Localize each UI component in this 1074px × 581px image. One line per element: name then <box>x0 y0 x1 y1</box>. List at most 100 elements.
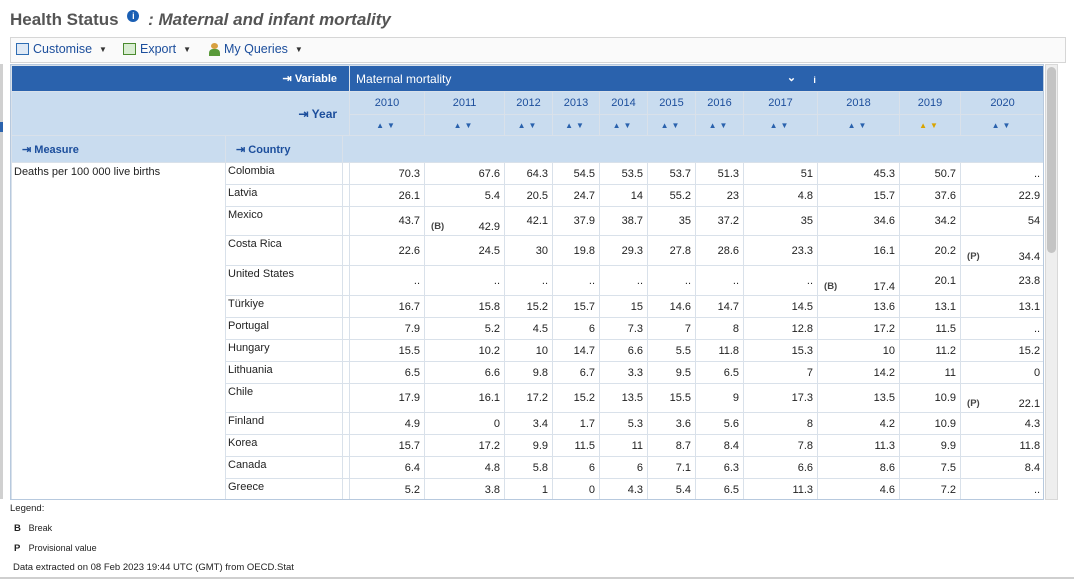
year-column-header[interactable]: 2013 <box>552 91 601 115</box>
value-cell: 14.5 <box>743 295 819 318</box>
value-text: 8.4 <box>723 439 740 452</box>
year-column-header[interactable]: 2015 <box>647 91 697 115</box>
country-header[interactable]: ⇥ Country <box>225 135 343 163</box>
value-text: 14.2 <box>873 366 896 379</box>
year-column-header[interactable]: 2020 <box>960 91 1043 115</box>
variable-selector[interactable]: Maternal mortality ⌄ i <box>349 65 1043 92</box>
spacer-cell <box>341 265 351 296</box>
value-cell: 4.3 <box>960 412 1043 435</box>
caret-down-icon: ▼ <box>99 44 107 54</box>
value-text: 6.3 <box>723 461 740 474</box>
value-text: 15.7 <box>398 439 421 452</box>
year-column-header[interactable]: 2010 <box>349 91 426 115</box>
sort-control[interactable]: ▲▼ <box>817 114 901 136</box>
year-column-header[interactable]: 2014 <box>599 91 649 115</box>
sort-arrows-icon[interactable]: ▲▼ <box>919 121 941 130</box>
legend-item-provisional: P Provisional value <box>10 543 97 554</box>
sort-arrows-icon[interactable]: ▲▼ <box>847 121 870 130</box>
sort-control[interactable]: ▲▼ <box>599 114 649 136</box>
value-cell: 4.8 <box>424 456 506 479</box>
value-text: 7.3 <box>627 322 644 335</box>
sort-arrows-icon[interactable]: ▲▼ <box>991 121 1014 130</box>
value-text: 4.9 <box>404 417 421 430</box>
year-column-header[interactable]: 2017 <box>743 91 819 115</box>
year-column-header[interactable]: 2019 <box>899 91 962 115</box>
value-text: 11.2 <box>935 344 957 357</box>
sort-control[interactable]: ▲▼ <box>552 114 601 136</box>
value-cell: 50.7 <box>899 162 962 185</box>
my-queries-button[interactable]: My Queries ▼ <box>209 42 303 56</box>
left-panel-handle[interactable] <box>0 64 3 499</box>
variable-dropdown[interactable]: Maternal mortality ⌄ <box>356 72 796 86</box>
year-label: Year <box>311 106 338 121</box>
variable-header[interactable]: ⇥ Variable <box>11 65 351 92</box>
scrollbar-thumb[interactable] <box>1047 67 1056 253</box>
value-text: 5.4 <box>484 189 501 202</box>
sort-arrows-icon[interactable]: ▲▼ <box>612 121 635 130</box>
year-column-header[interactable]: 2016 <box>695 91 745 115</box>
value-cell: 55.2 <box>647 184 697 207</box>
table-row: Deaths per 100 000 live births Colombia 70… <box>11 162 1043 499</box>
value-text: 28.6 <box>717 244 740 257</box>
year-header[interactable]: ⇥ Year <box>11 91 351 136</box>
value-text: 11.8 <box>1019 439 1041 452</box>
value-cell: 13.6 <box>817 295 901 318</box>
vertical-scrollbar[interactable] <box>1045 64 1058 500</box>
value-cell: .. <box>424 265 506 296</box>
sort-control[interactable]: ▲▼ <box>504 114 554 136</box>
sort-control[interactable]: ▲▼ <box>695 114 745 136</box>
sort-arrows-icon[interactable]: ▲▼ <box>376 121 398 130</box>
flag-badge: (B) <box>824 281 838 292</box>
value-cell: 24.5 <box>424 235 506 266</box>
country-cell: Türkiye <box>225 295 343 318</box>
value-text: 34.2 <box>934 215 957 227</box>
year-column-header[interactable]: 2018 <box>817 91 901 115</box>
value-cell: 42.1 <box>504 206 554 236</box>
sort-control[interactable]: ▲▼ <box>899 114 962 136</box>
value-cell: 20.2 <box>899 235 962 266</box>
value-cell: 9.9 <box>899 434 962 457</box>
measure-header[interactable]: ⇥ Measure <box>11 135 226 163</box>
value-cell: 23 <box>695 184 745 207</box>
customise-button[interactable]: Customise ▼ <box>16 42 107 56</box>
value-text: 3.8 <box>484 483 501 496</box>
sort-arrows-icon[interactable]: ▲▼ <box>565 121 587 130</box>
value-text: 11 <box>631 439 644 452</box>
info-icon[interactable]: i <box>127 10 140 22</box>
year-column-header[interactable]: 2012 <box>504 91 554 115</box>
value-cell: 23.3 <box>743 235 819 266</box>
sort-control[interactable]: ▲▼ <box>743 114 819 136</box>
value-cell: 6 <box>552 456 601 479</box>
sort-arrows-icon[interactable]: ▲▼ <box>769 121 792 130</box>
value-text: 37.2 <box>717 215 740 227</box>
value-text: 4.2 <box>879 417 896 430</box>
export-button[interactable]: Export ▼ <box>123 42 191 56</box>
value-text: 7 <box>684 322 692 335</box>
sort-arrows-icon[interactable]: ▲▼ <box>517 121 540 130</box>
variable-value: Maternal mortality <box>356 71 452 86</box>
value-cell: 3.3 <box>599 361 649 384</box>
value-cell: 7.8 <box>743 434 819 457</box>
info-icon[interactable]: i <box>813 74 816 85</box>
sort-control[interactable]: ▲▼ <box>647 114 697 136</box>
year-column-header[interactable]: 2011 <box>424 91 506 115</box>
sort-control[interactable]: ▲▼ <box>424 114 506 136</box>
value-cell: 6.6 <box>743 456 819 479</box>
value-cell: 6.4 <box>349 456 426 479</box>
value-cell: 0 <box>960 361 1043 384</box>
sort-arrows-icon[interactable]: ▲▼ <box>453 121 476 130</box>
value-cell: 70.3 <box>349 162 426 185</box>
sort-control[interactable]: ▲▼ <box>349 114 426 136</box>
value-text: 51.3 <box>717 167 740 180</box>
sort-arrows-icon[interactable]: ▲▼ <box>708 121 731 130</box>
spacer-cell <box>341 184 351 207</box>
spacer-cell <box>341 434 351 457</box>
value-text: 11.5 <box>574 439 596 452</box>
value-text: 17.2 <box>526 392 549 404</box>
sort-arrows-icon[interactable]: ▲▼ <box>660 121 683 130</box>
value-text: 4.8 <box>484 461 501 474</box>
sort-control[interactable]: ▲▼ <box>960 114 1043 136</box>
value-cell: (P) 22.1 <box>960 383 1043 413</box>
value-cell: .. <box>552 265 601 296</box>
chevron-down-icon: ⌄ <box>786 71 797 84</box>
